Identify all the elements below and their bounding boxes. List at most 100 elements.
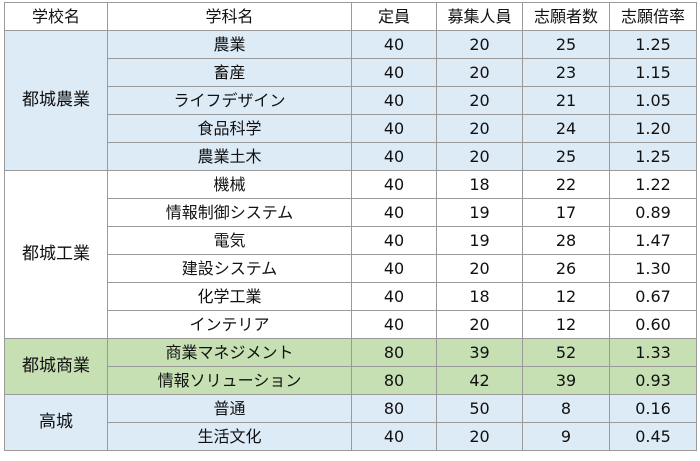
table-row: 畜産 40 20 23 1.15 xyxy=(5,58,697,87)
applicants-cell: 21 xyxy=(522,86,610,115)
ratio-cell: 0.16 xyxy=(609,394,697,423)
table-row: 情報制御システム 40 19 17 0.89 xyxy=(5,198,697,227)
table-row: 情報ソリューション 80 42 39 0.93 xyxy=(5,366,697,395)
recruitment-cell: 39 xyxy=(436,338,523,367)
table-row: 生活文化 40 20 9 0.45 xyxy=(5,422,697,451)
applicants-cell: 26 xyxy=(522,254,610,283)
capacity-cell: 40 xyxy=(351,30,437,59)
school-name-cell: 都城工業 xyxy=(4,170,108,339)
admissions-table: 学校名 学科名 定員 募集人員 志願者数 志願倍率 都城農業 農業 40 20 25 1.… xyxy=(4,2,697,451)
department-cell: インテリア xyxy=(107,310,352,339)
department-cell: 商業マネジメント xyxy=(107,338,352,367)
recruitment-cell: 20 xyxy=(436,254,523,283)
department-cell: 情報制御システム xyxy=(107,198,352,227)
ratio-cell: 1.33 xyxy=(609,338,697,367)
table-row: 農業土木 40 20 25 1.25 xyxy=(5,142,697,171)
capacity-cell: 40 xyxy=(351,226,437,255)
applicants-cell: 28 xyxy=(522,226,610,255)
ratio-cell: 1.22 xyxy=(609,170,697,199)
capacity-cell: 40 xyxy=(351,254,437,283)
table-row: 都城農業 農業 40 20 25 1.25 xyxy=(4,30,697,171)
department-cell: 畜産 xyxy=(107,58,352,87)
capacity-cell: 40 xyxy=(351,114,437,143)
applicants-cell: 23 xyxy=(522,58,610,87)
recruitment-cell: 20 xyxy=(436,58,523,87)
school-name-cell: 都城農業 xyxy=(4,30,108,171)
table-row: 化学工業 40 18 12 0.67 xyxy=(5,282,697,311)
applicants-cell: 9 xyxy=(522,422,610,451)
table-row: 電気 40 19 28 1.47 xyxy=(5,226,697,255)
table-row: 都城商業 商業マネジメント 80 39 52 1.33 xyxy=(4,338,697,395)
table-row: ライフデザイン 40 20 21 1.05 xyxy=(5,86,697,115)
department-cell: 機械 xyxy=(107,170,352,199)
header-row: 学校名 学科名 定員 募集人員 志願者数 志願倍率 xyxy=(4,2,697,31)
table-row: 高城 普通 80 50 8 0.16 xyxy=(4,394,697,451)
applicants-cell: 24 xyxy=(522,114,610,143)
recruitment-cell: 42 xyxy=(436,366,523,395)
ratio-cell: 1.20 xyxy=(609,114,697,143)
department-cell: 農業土木 xyxy=(107,142,352,171)
recruitment-cell: 20 xyxy=(436,310,523,339)
applicants-cell: 12 xyxy=(522,310,610,339)
department-cell: 建設システム xyxy=(107,254,352,283)
ratio-cell: 1.25 xyxy=(609,142,697,171)
header-ratio: 志願倍率 xyxy=(609,2,697,31)
ratio-cell: 0.89 xyxy=(609,198,697,227)
school-name-cell: 都城商業 xyxy=(4,338,108,395)
applicants-cell: 12 xyxy=(522,282,610,311)
recruitment-cell: 19 xyxy=(436,226,523,255)
ratio-cell: 1.30 xyxy=(609,254,697,283)
capacity-cell: 40 xyxy=(351,198,437,227)
table-row: 都城工業 機械 40 18 22 1.22 xyxy=(4,170,697,339)
recruitment-cell: 50 xyxy=(436,394,523,423)
recruitment-cell: 20 xyxy=(436,30,523,59)
capacity-cell: 40 xyxy=(351,310,437,339)
applicants-cell: 39 xyxy=(522,366,610,395)
header-recruitment: 募集人員 xyxy=(436,2,523,31)
applicants-cell: 52 xyxy=(522,338,610,367)
department-cell: ライフデザイン xyxy=(107,86,352,115)
capacity-cell: 40 xyxy=(351,422,437,451)
recruitment-cell: 20 xyxy=(436,114,523,143)
capacity-cell: 40 xyxy=(351,282,437,311)
department-cell: 生活文化 xyxy=(107,422,352,451)
capacity-cell: 80 xyxy=(351,338,437,367)
recruitment-cell: 20 xyxy=(436,422,523,451)
department-cell: 普通 xyxy=(107,394,352,423)
header-school: 学校名 xyxy=(4,2,108,31)
applicants-cell: 22 xyxy=(522,170,610,199)
ratio-cell: 0.45 xyxy=(609,422,697,451)
table-row: 食品科学 40 20 24 1.20 xyxy=(5,114,697,143)
school-name-cell: 高城 xyxy=(4,394,108,451)
department-cell: 食品科学 xyxy=(107,114,352,143)
header-department: 学科名 xyxy=(107,2,352,31)
header-capacity: 定員 xyxy=(351,2,437,31)
ratio-cell: 0.67 xyxy=(609,282,697,311)
table-row: インテリア 40 20 12 0.60 xyxy=(5,310,697,339)
capacity-cell: 80 xyxy=(351,394,437,423)
applicants-cell: 25 xyxy=(522,142,610,171)
applicants-cell: 17 xyxy=(522,198,610,227)
capacity-cell: 80 xyxy=(351,366,437,395)
department-cell: 電気 xyxy=(107,226,352,255)
recruitment-cell: 18 xyxy=(436,282,523,311)
department-cell: 化学工業 xyxy=(107,282,352,311)
applicants-cell: 25 xyxy=(522,30,610,59)
capacity-cell: 40 xyxy=(351,142,437,171)
table-row: 建設システム 40 20 26 1.30 xyxy=(5,254,697,283)
recruitment-cell: 19 xyxy=(436,198,523,227)
capacity-cell: 40 xyxy=(351,170,437,199)
table-body: 都城農業 農業 40 20 25 1.25 畜産 40 20 23 1.15 ライフデザイン 40 20 2… xyxy=(4,30,697,451)
recruitment-cell: 18 xyxy=(436,170,523,199)
department-cell: 農業 xyxy=(107,30,352,59)
recruitment-cell: 20 xyxy=(436,142,523,171)
recruitment-cell: 20 xyxy=(436,86,523,115)
capacity-cell: 40 xyxy=(351,58,437,87)
applicants-cell: 8 xyxy=(522,394,610,423)
ratio-cell: 0.93 xyxy=(609,366,697,395)
ratio-cell: 1.05 xyxy=(609,86,697,115)
ratio-cell: 1.15 xyxy=(609,58,697,87)
department-cell: 情報ソリューション xyxy=(107,366,352,395)
header-applicants: 志願者数 xyxy=(522,2,610,31)
ratio-cell: 1.47 xyxy=(609,226,697,255)
